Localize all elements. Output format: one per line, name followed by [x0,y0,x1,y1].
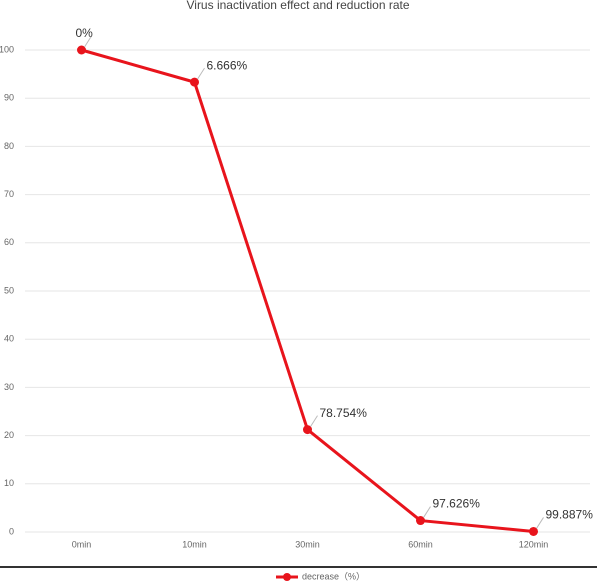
x-tick-label: 60min [408,539,433,549]
data-point [529,526,538,536]
x-tick-label: 10min [182,539,207,549]
data-point [190,77,199,87]
y-tick-label: 10 [4,478,14,488]
annotation: 99.887% [546,508,594,522]
data-point [303,425,312,435]
annotation: 97.626% [433,497,481,511]
y-tick-label: 100 [0,44,14,54]
y-tick-label: 0 [9,526,14,536]
annotation-leader [536,517,544,529]
data-point [77,45,86,55]
y-tick-label: 90 [4,93,14,103]
chart-title: Virus inactivation effect and reduction … [186,0,409,12]
annotation: 78.754% [320,406,368,420]
annotation: 0% [76,26,94,40]
y-tick-label: 50 [4,285,14,295]
y-tick-label: 30 [4,382,14,392]
legend-marker [283,573,291,581]
annotation-leader [197,67,205,80]
y-tick-label: 20 [4,430,14,440]
annotation: 6.666% [207,58,248,72]
y-tick-label: 70 [4,189,14,199]
data-point [416,516,425,526]
x-tick-label: 0min [72,539,92,549]
y-tick-label: 40 [4,334,14,344]
annotation-leader [84,35,92,48]
y-tick-label: 80 [4,141,14,151]
x-tick-label: 120min [519,539,549,549]
annotation-leader [423,506,431,518]
annotation-leader [310,415,318,427]
x-tick-label: 30min [295,539,320,549]
legend-label: decrease（%） [302,571,365,581]
y-tick-label: 60 [4,237,14,247]
